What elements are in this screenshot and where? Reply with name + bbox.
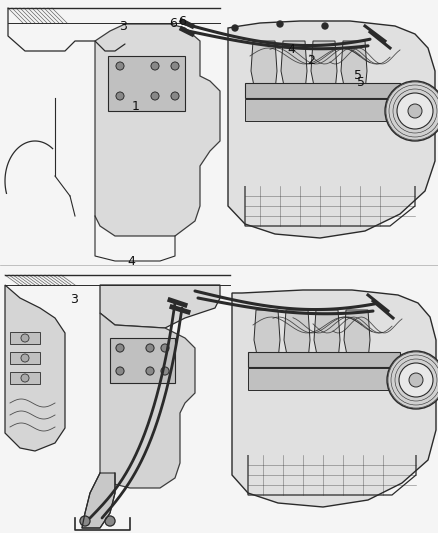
Circle shape (161, 344, 169, 352)
Polygon shape (314, 310, 340, 360)
Circle shape (116, 92, 124, 100)
Circle shape (399, 363, 433, 397)
Circle shape (21, 354, 29, 362)
Text: 1: 1 (132, 100, 140, 113)
Polygon shape (232, 290, 436, 507)
Bar (10, 332, 40, 344)
Text: 5: 5 (357, 76, 365, 89)
Text: 6: 6 (169, 18, 177, 30)
Circle shape (105, 516, 115, 526)
Polygon shape (108, 56, 185, 111)
Circle shape (277, 21, 283, 27)
Circle shape (146, 344, 154, 352)
Circle shape (116, 344, 124, 352)
Circle shape (409, 373, 423, 387)
Text: 5: 5 (354, 69, 362, 82)
Polygon shape (284, 310, 310, 360)
Polygon shape (110, 338, 175, 383)
Bar (245, 83, 400, 98)
Circle shape (146, 367, 154, 375)
Polygon shape (311, 41, 337, 91)
Circle shape (161, 367, 169, 375)
Polygon shape (281, 41, 307, 91)
Bar (10, 352, 40, 364)
Text: 3: 3 (71, 293, 78, 306)
Circle shape (171, 62, 179, 70)
Circle shape (397, 93, 433, 129)
Text: 6: 6 (178, 15, 186, 28)
Polygon shape (95, 24, 220, 236)
Circle shape (385, 81, 438, 141)
Polygon shape (5, 285, 65, 451)
Polygon shape (344, 310, 370, 360)
Text: 4: 4 (127, 255, 135, 268)
Bar (248, 352, 400, 367)
Circle shape (151, 62, 159, 70)
Circle shape (21, 374, 29, 382)
Bar (248, 368, 400, 390)
Circle shape (322, 23, 328, 29)
Text: 2: 2 (307, 54, 315, 67)
Polygon shape (100, 313, 195, 488)
Text: 3: 3 (119, 20, 127, 33)
Circle shape (171, 92, 179, 100)
Circle shape (232, 25, 238, 31)
Polygon shape (251, 41, 277, 91)
Circle shape (408, 104, 422, 118)
Polygon shape (254, 310, 280, 360)
Polygon shape (100, 285, 220, 328)
Text: 4: 4 (287, 43, 295, 56)
Circle shape (21, 334, 29, 342)
Circle shape (116, 367, 124, 375)
Circle shape (151, 92, 159, 100)
Polygon shape (82, 473, 115, 528)
Circle shape (80, 516, 90, 526)
Polygon shape (341, 41, 367, 91)
Circle shape (116, 62, 124, 70)
Bar (10, 372, 40, 384)
Circle shape (387, 351, 438, 409)
Bar (245, 99, 400, 121)
Polygon shape (228, 21, 435, 238)
